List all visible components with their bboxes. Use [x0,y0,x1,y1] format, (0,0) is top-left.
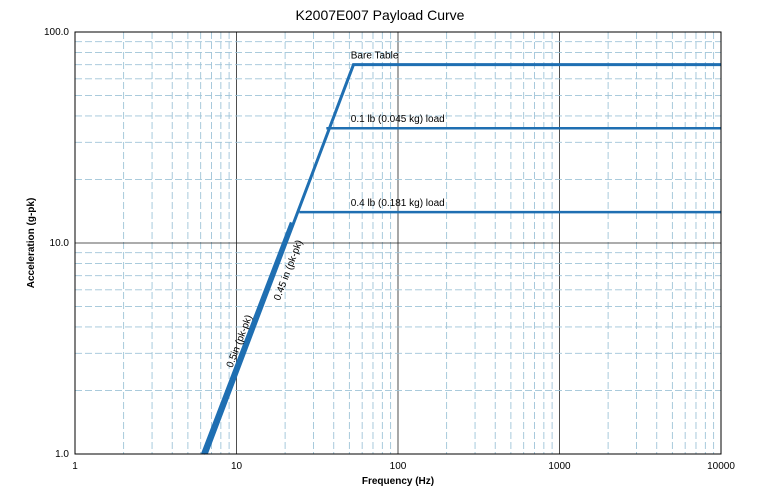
tick-labels: 1 10 100 1000 10000 1.0 10.0 100.0 [44,27,735,472]
annotation-label: 0.4 lb (0.181 kg) load [351,198,445,209]
y-tick-label: 10.0 [50,238,70,249]
chart-title: K2007E007 Payload Curve [296,7,465,23]
series-line [201,221,294,455]
x-axis-label: Frequency (Hz) [362,476,434,487]
series-lines [201,63,721,455]
plot-frame [74,31,722,455]
grid [74,31,722,455]
y-tick-label: 100.0 [44,27,69,38]
annotation-label: Bare Table [351,50,399,61]
y-tick-label: 1.0 [55,449,69,460]
x-tick-label: 10 [231,461,243,472]
x-tick-label: 10000 [707,461,735,472]
x-tick-label: 1000 [548,461,571,472]
annotation-label: 0.1 lb (0.045 kg) load [351,114,445,125]
x-tick-label: 1 [72,461,78,472]
x-tick-label: 100 [390,461,407,472]
series-line [204,63,721,455]
y-axis-label: Acceleration (g-pk) [26,198,37,289]
